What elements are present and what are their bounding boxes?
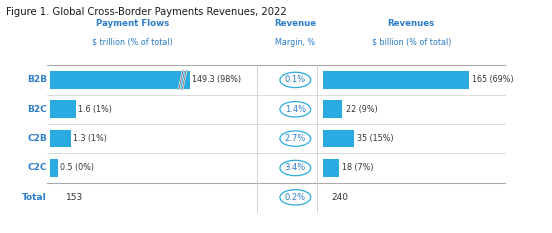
- Text: 149.3 (98%): 149.3 (98%): [192, 75, 241, 84]
- Text: Figure 1. Global Cross-Border Payments Revenues, 2022: Figure 1. Global Cross-Border Payments R…: [6, 7, 286, 17]
- Text: C2B: C2B: [27, 134, 47, 143]
- Text: 153: 153: [66, 193, 83, 202]
- Text: Total: Total: [22, 193, 47, 202]
- Bar: [50, 71, 190, 89]
- Bar: [323, 130, 354, 147]
- Text: 35 (15%): 35 (15%): [357, 134, 394, 143]
- Bar: [50, 130, 71, 147]
- Text: 165 (69%): 165 (69%): [472, 75, 514, 84]
- Bar: [323, 71, 469, 89]
- Text: Margin, %: Margin, %: [275, 38, 315, 47]
- Bar: [50, 159, 58, 177]
- Text: 240: 240: [331, 193, 348, 202]
- Text: 0.2%: 0.2%: [285, 193, 306, 202]
- Text: $ billion (% of total): $ billion (% of total): [371, 38, 451, 47]
- Text: C2C: C2C: [28, 164, 47, 172]
- Text: 0.1%: 0.1%: [285, 75, 306, 84]
- Text: 22 (9%): 22 (9%): [346, 105, 378, 114]
- Text: 0.5 (0%): 0.5 (0%): [60, 164, 94, 172]
- Text: B2C: B2C: [27, 105, 47, 114]
- Bar: [50, 100, 76, 118]
- Text: Revenue: Revenue: [274, 19, 316, 28]
- Bar: [323, 159, 339, 177]
- Text: 1.3 (1%): 1.3 (1%): [73, 134, 107, 143]
- Text: B2B: B2B: [27, 75, 47, 84]
- Bar: [323, 100, 342, 118]
- Text: 3.4%: 3.4%: [285, 164, 306, 172]
- Text: 1.6 (1%): 1.6 (1%): [78, 105, 112, 114]
- Text: Payment Flows: Payment Flows: [96, 19, 169, 28]
- Text: 18 (7%): 18 (7%): [342, 164, 374, 172]
- Text: 1.4%: 1.4%: [285, 105, 306, 114]
- Text: 2.7%: 2.7%: [285, 134, 306, 143]
- Text: $ trillion (% of total): $ trillion (% of total): [92, 38, 173, 47]
- Text: Revenues: Revenues: [388, 19, 435, 28]
